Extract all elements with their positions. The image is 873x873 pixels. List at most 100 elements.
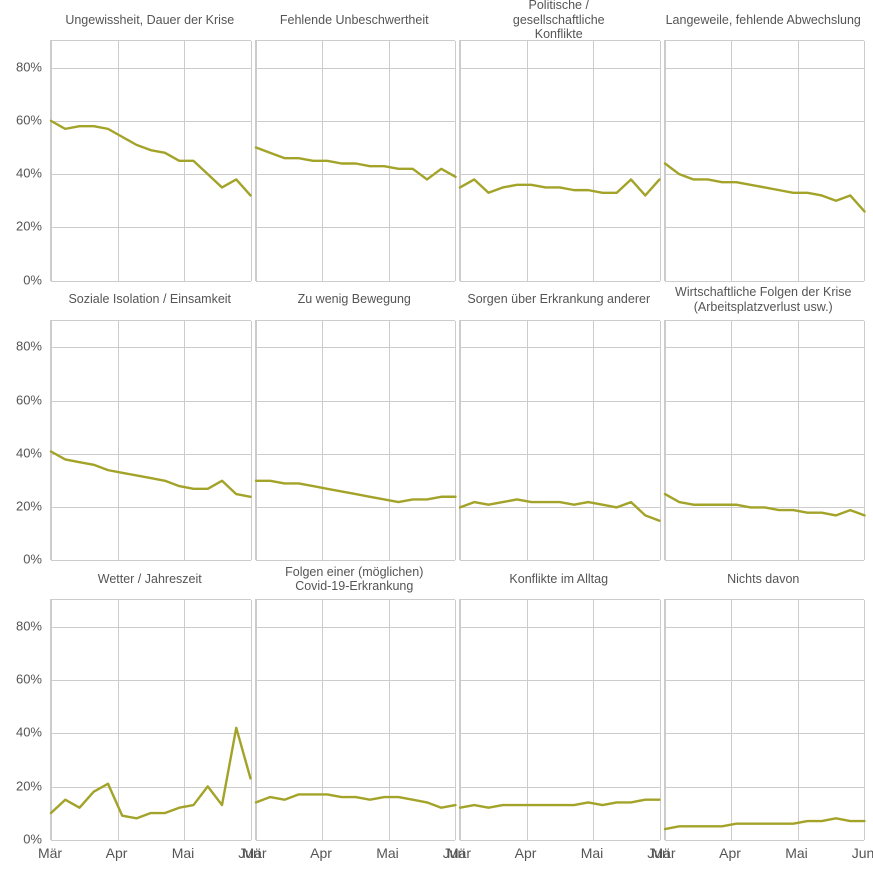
panel-title: Folgen einer (möglichen) Covid-19-Erkran… [255,559,455,599]
gridline-vertical [864,321,865,561]
panel-title: Ungewissheit, Dauer der Krise [50,0,250,40]
small-multiples-grid: Ungewissheit, Dauer der Krise 0% 20% 40% 60%… [0,0,873,873]
line-chart-svg [665,600,865,840]
gridline-horizontal [256,840,456,841]
chart-panel: Fehlende Unbeschwertheit [255,0,455,280]
x-axis-tick-label: Mär [242,845,266,861]
panel-title: Sorgen über Erkrankung anderer [459,280,659,320]
x-axis-tick-label: Apr [719,845,741,861]
line-chart-svg [665,321,865,561]
x-axis-tick-label: Mär [651,845,675,861]
y-axis-tick-label: 20% [0,219,42,234]
x-axis-tick-label: Mär [447,845,471,861]
plot-area [664,40,865,281]
panel-title: Wirtschaftliche Folgen der Krise (Arbeit… [664,280,864,320]
x-axis-tick-label: Mai [376,845,399,861]
panel-title: Zu wenig Bewegung [255,280,455,320]
line-chart-svg [256,41,456,281]
plot-area [255,40,456,281]
data-line [665,164,865,212]
y-axis-tick-label: 80% [0,618,42,633]
x-axis-tick-label: Mai [172,845,195,861]
plot-area [50,599,251,840]
data-line [256,480,456,501]
line-chart-svg [51,321,251,561]
gridline-horizontal [665,840,865,841]
chart-panel: Nichts davon [664,559,864,839]
y-axis-tick-label: 60% [0,112,42,127]
panel-title: Nichts davon [664,559,864,599]
gridline-vertical [455,321,456,561]
plot-area [459,320,660,561]
panel-title: Langeweile, fehlende Abwechslung [664,0,864,40]
y-axis-tick-label: 60% [0,392,42,407]
gridline-horizontal [460,840,660,841]
chart-panel: Wirtschaftliche Folgen der Krise (Arbeit… [664,280,864,560]
x-axis-tick-label: Mär [38,845,62,861]
gridline-vertical [251,41,252,281]
data-line [460,800,660,808]
x-axis-tick-label: Apr [310,845,332,861]
line-chart-svg [256,321,456,561]
line-chart-svg [256,600,456,840]
gridline-vertical [251,321,252,561]
chart-panel: Folgen einer (möglichen) Covid-19-Erkran… [255,559,455,839]
line-chart-svg [665,41,865,281]
data-line [51,728,251,819]
y-axis-tick-label: 20% [0,778,42,793]
gridline-vertical [864,41,865,281]
x-axis-tick-label: Apr [106,845,128,861]
panel-title: Soziale Isolation / Einsamkeit [50,280,250,320]
gridline-vertical [864,600,865,840]
panel-title: Politische / gesellschaftliche Konflikte [459,0,659,40]
gridline-vertical [455,41,456,281]
panel-title: Konflikte im Alltag [459,559,659,599]
gridline-vertical [455,600,456,840]
line-chart-svg [460,321,660,561]
gridline-vertical [251,600,252,840]
chart-panel: Sorgen über Erkrankung anderer [459,280,659,560]
data-line [256,148,456,180]
y-axis-tick-label: 80% [0,339,42,354]
data-line [665,819,865,830]
gridline-vertical [660,600,661,840]
plot-area [50,320,251,561]
panel-title: Fehlende Unbeschwertheit [255,0,455,40]
x-axis-tick-label: Mai [581,845,604,861]
x-axis-tick-label: Jun [852,845,873,861]
data-line [256,795,456,808]
line-chart-svg [51,600,251,840]
panel-title: Wetter / Jahreszeit [50,559,250,599]
gridline-vertical [660,41,661,281]
gridline-horizontal [51,840,251,841]
y-axis-tick-label: 40% [0,166,42,181]
line-chart-svg [51,41,251,281]
line-chart-svg [460,600,660,840]
line-chart-svg [460,41,660,281]
data-line [665,494,865,515]
gridline-vertical [660,321,661,561]
y-axis-tick-label: 40% [0,725,42,740]
chart-panel: Ungewissheit, Dauer der Krise [50,0,250,280]
chart-panel: Zu wenig Bewegung [255,280,455,560]
x-axis-tick-label: Apr [515,845,537,861]
chart-panel: Politische / gesellschaftliche Konflikte [459,0,659,280]
chart-panel: Langeweile, fehlende Abwechslung [664,0,864,280]
plot-area [255,320,456,561]
y-axis-tick-label: 40% [0,445,42,460]
data-line [460,499,660,520]
y-axis-tick-label: 80% [0,59,42,74]
plot-area [664,599,865,840]
plot-area [664,320,865,561]
y-axis-tick-label: 0% [0,272,42,287]
data-line [51,451,251,496]
plot-area [459,40,660,281]
data-line [51,121,251,196]
data-line [460,179,660,195]
y-axis-tick-label: 60% [0,672,42,687]
chart-panel: Soziale Isolation / Einsamkeit [50,280,250,560]
chart-panel: Wetter / Jahreszeit [50,559,250,839]
plot-area [459,599,660,840]
y-axis-tick-label: 0% [0,552,42,567]
plot-area [255,599,456,840]
